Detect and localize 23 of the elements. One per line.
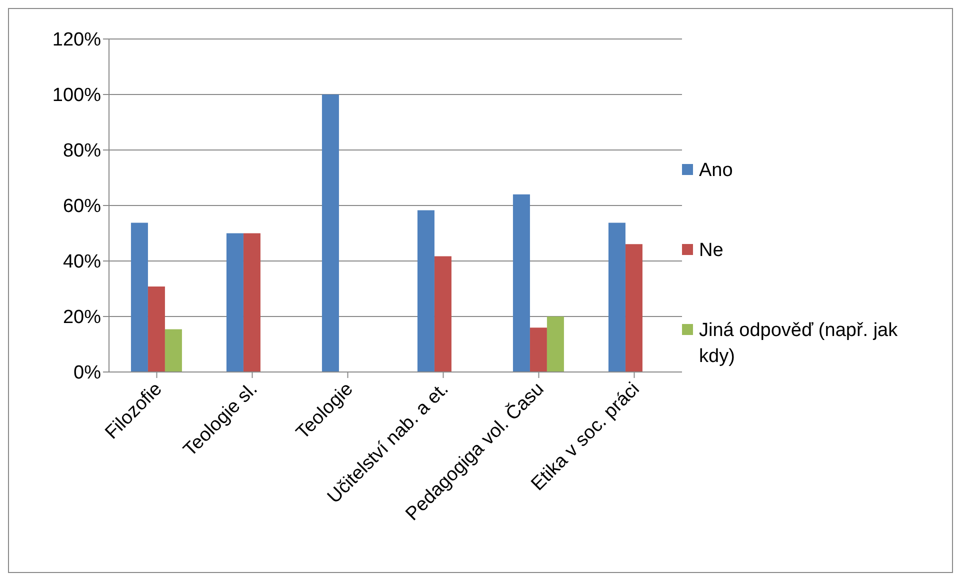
legend-label: Ano [699, 158, 733, 182]
bar [322, 94, 339, 372]
bar [546, 316, 564, 372]
y-tick-label: 0% [74, 362, 102, 384]
bar [243, 233, 260, 372]
bar [148, 286, 165, 372]
bar [130, 222, 148, 372]
y-tick-label: 100% [52, 85, 102, 106]
bar [226, 233, 244, 372]
bar [625, 244, 642, 372]
y-tick-label: 80% [62, 140, 102, 162]
bar [434, 256, 452, 372]
y-tick-label: 20% [62, 307, 102, 328]
y-tick-label: 60% [62, 196, 102, 218]
bar [512, 194, 530, 372]
bar [608, 222, 626, 372]
y-tick-label: 120% [52, 30, 102, 51]
legend-label: Jiná odpověď (např. jak kdy) [699, 318, 899, 368]
bar [530, 328, 547, 372]
bar [417, 210, 434, 372]
bar [164, 329, 182, 372]
legend-label: Ne [699, 238, 724, 262]
y-tick-label: 40% [62, 252, 102, 273]
